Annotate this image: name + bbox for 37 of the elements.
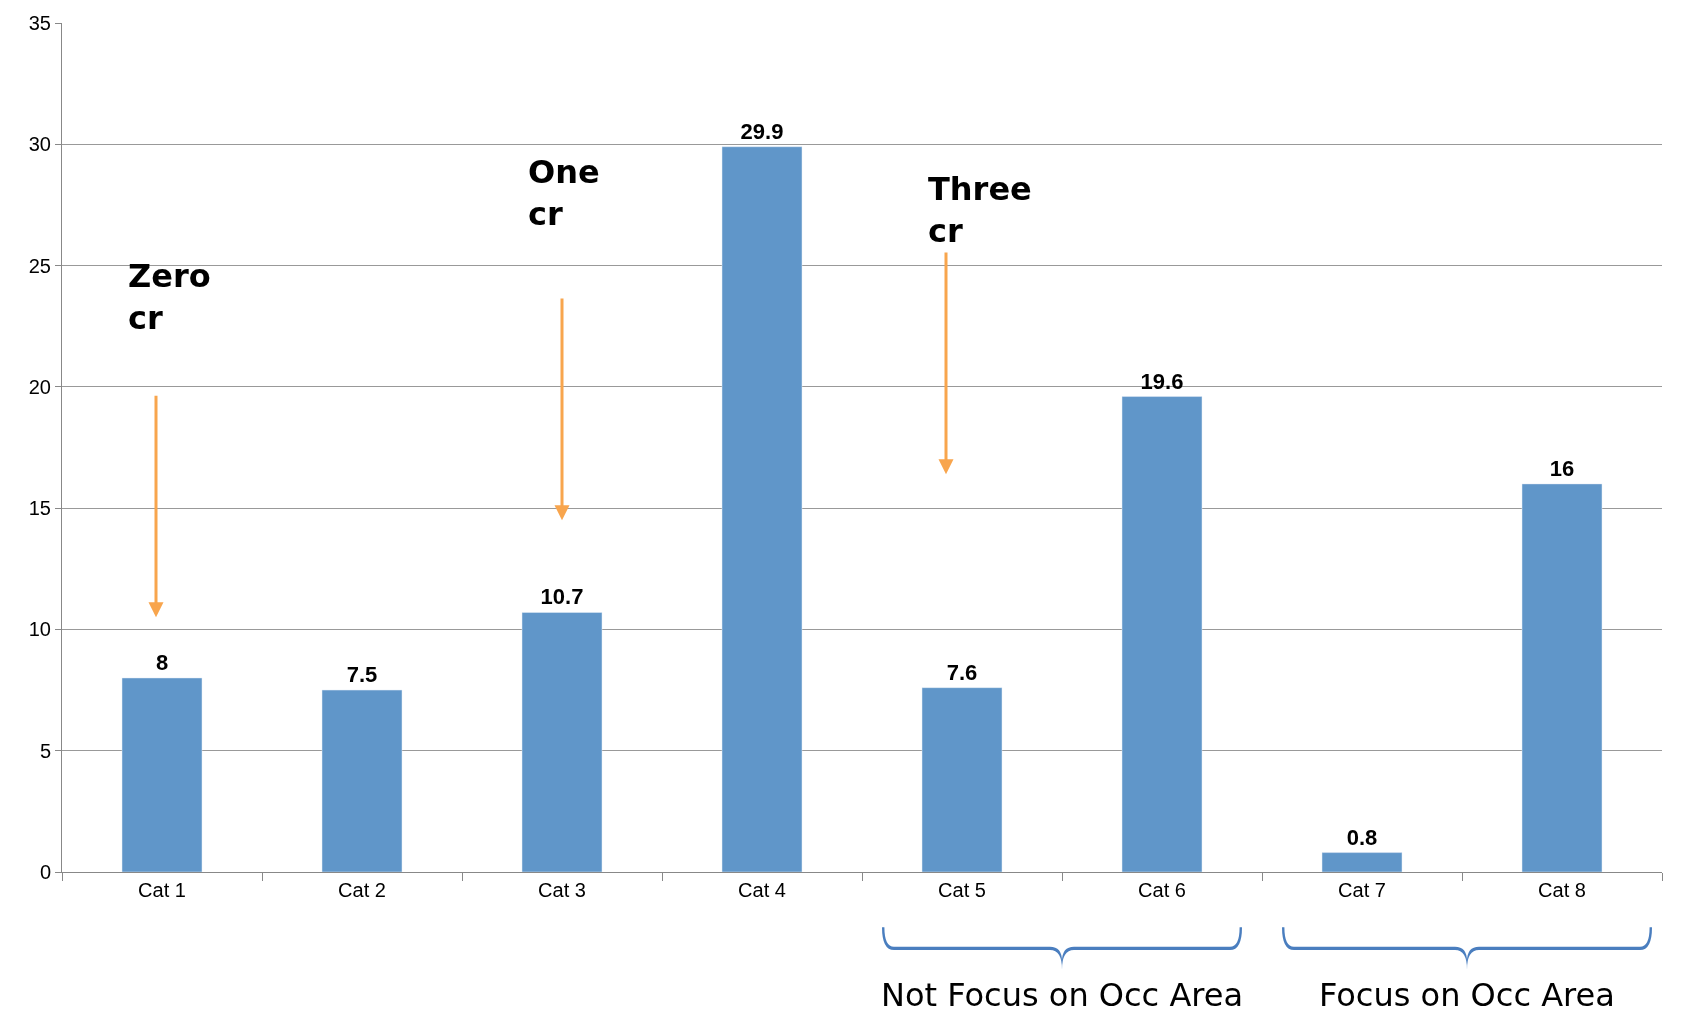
data-label: 16 [1549, 455, 1575, 481]
bar [1121, 396, 1203, 872]
bar [1321, 852, 1403, 872]
y-tick-label: 5 [39, 739, 51, 762]
y-tick-label: 0 [39, 861, 51, 883]
data-label: 7.5 [346, 662, 378, 688]
x-tick-label: Cat 4 [738, 879, 786, 901]
data-label: 7.6 [946, 659, 978, 685]
y-tick-label: 20 [28, 375, 51, 398]
bar [321, 689, 403, 872]
y-tick-label: 30 [28, 133, 51, 156]
bar [1521, 483, 1603, 872]
x-tick-label: Cat 5 [938, 879, 986, 901]
annotation: One cr [528, 153, 600, 233]
text: Focus on Occ Area [1319, 976, 1615, 1014]
bar [521, 612, 603, 872]
annotation: Three cr [928, 170, 1032, 250]
y-tick-label: 15 [28, 497, 51, 520]
y-tick-label: 35 [28, 12, 51, 34]
x-tick-label: Cat 1 [138, 879, 186, 901]
x-tick-label: Cat 7 [1338, 879, 1386, 901]
x-tick-label: Cat 3 [538, 879, 586, 901]
data-label: 19.6 [1140, 368, 1184, 394]
x-tick-label: Cat 6 [1138, 879, 1186, 901]
y-tick-label: 25 [28, 254, 51, 277]
data-label: 10.7 [540, 584, 584, 610]
bar [921, 687, 1003, 872]
y-tick-label: 10 [28, 618, 51, 641]
data-label: 0.8 [1346, 824, 1378, 850]
data-label: 29.9 [740, 118, 784, 144]
x-tick-label: Cat 2 [338, 879, 386, 901]
annotation: Zero cr [128, 257, 211, 337]
bar [121, 677, 203, 872]
text: Not Focus on Occ Area [881, 976, 1244, 1014]
data-label: 8 [155, 649, 169, 675]
bar [721, 146, 803, 872]
x-tick-label: Cat 8 [1538, 879, 1586, 901]
